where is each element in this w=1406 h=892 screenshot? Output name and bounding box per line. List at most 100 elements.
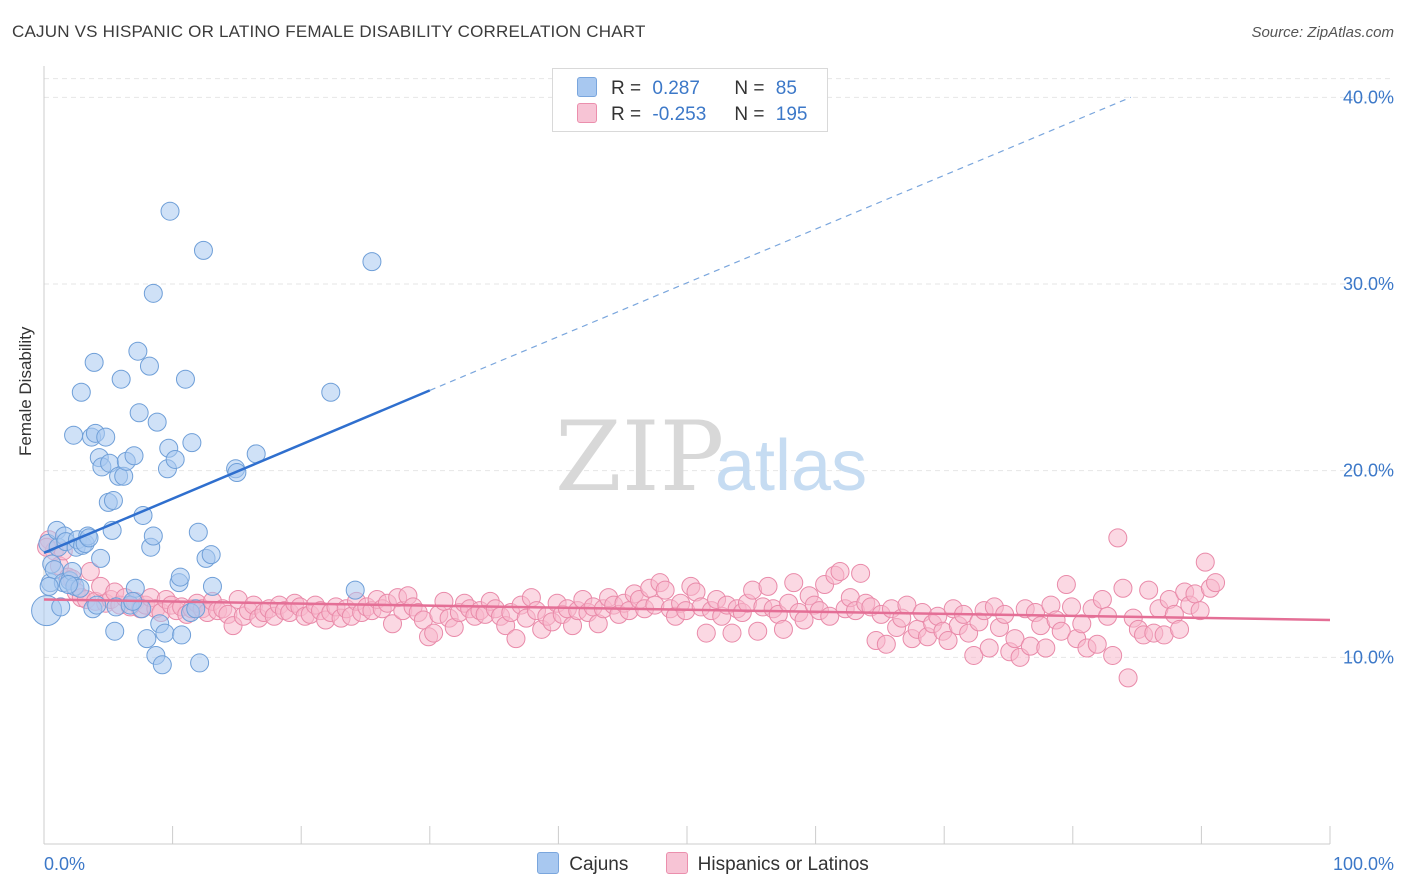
cajun-point (193, 240, 213, 260)
cajun-point (105, 621, 125, 641)
watermark-zip: ZIP (555, 401, 724, 513)
cajun-point (128, 341, 148, 361)
legend-r-value-cajuns: 0.287 (652, 78, 700, 99)
legend-r-value-hispanics: -0.253 (652, 104, 707, 125)
legend-n-value-hispanics: 195 (775, 104, 808, 125)
hispanic-point (1005, 629, 1025, 649)
series-cajuns-points (31, 201, 382, 675)
hispanic-point (1170, 619, 1190, 639)
hispanic-point (964, 645, 984, 665)
hispanic-point (876, 634, 896, 654)
legend-item-cajuns: Cajuns (537, 852, 628, 876)
cajun-point (202, 576, 222, 596)
y-tick-label: 30.0% (1343, 274, 1394, 294)
hispanic-point (938, 631, 958, 651)
legend-n-label: N = (734, 78, 765, 99)
cajun-point (345, 580, 365, 600)
cajun-point (58, 575, 78, 595)
cajun-point (143, 526, 163, 546)
y-tick-label: 10.0% (1343, 647, 1394, 667)
legend-swatch-hispanics (577, 103, 597, 123)
cajun-point (155, 623, 175, 643)
cajun-point (186, 599, 206, 619)
hispanic-point (383, 614, 403, 634)
cajun-point (96, 427, 116, 447)
x-tick-label: 0.0% (44, 854, 85, 874)
legend-row-cajuns: R = 0.287 N = 85 (577, 77, 797, 101)
cajun-point (103, 491, 123, 511)
cajun-point (362, 252, 382, 272)
y-tick-label: 20.0% (1343, 461, 1394, 481)
trend-line-cajuns (43, 389, 431, 554)
hispanic-point (773, 619, 793, 639)
hispanic-point (1051, 621, 1071, 641)
cajun-point (182, 433, 202, 453)
legend-r-label: R = (611, 104, 642, 125)
legend-item-hispanics: Hispanics or Latinos (665, 852, 869, 876)
cajun-point (147, 412, 167, 432)
hispanic-point (1072, 614, 1092, 634)
hispanic-point (1113, 578, 1133, 598)
correlation-legend: R = 0.287 N = 85 R = -0.253 N = 195 (552, 68, 828, 132)
cajun-point (64, 425, 84, 445)
y-tick-label: 40.0% (1343, 87, 1394, 107)
cajun-point (170, 567, 190, 587)
hispanic-point (1195, 552, 1215, 572)
hispanic-point (1087, 634, 1107, 654)
chart-source: Source: ZipAtlas.com (1251, 24, 1394, 41)
axes (43, 66, 1331, 845)
hispanic-point (830, 561, 850, 581)
hispanic-point (1118, 668, 1138, 688)
cajun-point (71, 382, 91, 402)
cajun-point (160, 201, 180, 221)
legend-row-hispanics: R = -0.253 N = 195 (577, 103, 807, 127)
hispanic-point (655, 580, 675, 600)
hispanic-point (794, 610, 814, 630)
watermark: ZIP atlas (555, 401, 867, 513)
grid-lines (44, 78, 1392, 658)
hispanic-point (434, 591, 454, 611)
legend-swatch-cajuns (577, 77, 597, 97)
cajun-point (201, 545, 221, 565)
cajun-point (172, 625, 192, 645)
legend-swatch-hispanics (665, 852, 688, 874)
legend-label-cajuns: Cajuns (569, 854, 629, 875)
series-legend: Cajuns Hispanics or Latinos (0, 852, 1406, 876)
cajun-point (190, 653, 210, 673)
tick-labels: 10.0% 20.0% 30.0% 40.0% 0.0% 100.0% (44, 87, 1394, 874)
cajun-point (143, 283, 163, 303)
hispanic-point (506, 629, 526, 649)
hispanic-point (1190, 601, 1210, 621)
hispanic-point (722, 623, 742, 643)
hispanic-point (1108, 528, 1128, 548)
hispanic-point (424, 623, 444, 643)
hispanic-point (784, 573, 804, 593)
hispanic-point (851, 563, 871, 583)
cajun-point (137, 629, 157, 649)
hispanic-point (1062, 597, 1082, 617)
hispanic-point (696, 623, 716, 643)
cajun-point (321, 382, 341, 402)
cajun-point (188, 522, 208, 542)
cajun-point (124, 446, 144, 466)
cajun-point (139, 356, 159, 376)
watermark-atlas: atlas (715, 426, 867, 506)
cajun-point (51, 597, 71, 617)
chart-title: CAJUN VS HISPANIC OR LATINO FEMALE DISAB… (12, 22, 646, 41)
cajun-point (165, 449, 185, 469)
cajun-point (129, 403, 149, 423)
hispanic-point (1056, 575, 1076, 595)
hispanic-point (758, 576, 778, 596)
cajun-point (91, 548, 111, 568)
legend-n-label: N = (734, 104, 765, 125)
legend-swatch-cajuns (537, 852, 560, 874)
trend-line-cajuns-extension (429, 96, 1131, 391)
legend-label-hispanics: Hispanics or Latinos (697, 854, 869, 875)
hispanic-point (748, 621, 768, 641)
hispanic-point (1092, 589, 1112, 609)
legend-n-value-cajuns: 85 (775, 78, 797, 99)
hispanic-point (1139, 580, 1159, 600)
legend-r-label: R = (611, 78, 642, 99)
cajun-point (87, 595, 107, 615)
